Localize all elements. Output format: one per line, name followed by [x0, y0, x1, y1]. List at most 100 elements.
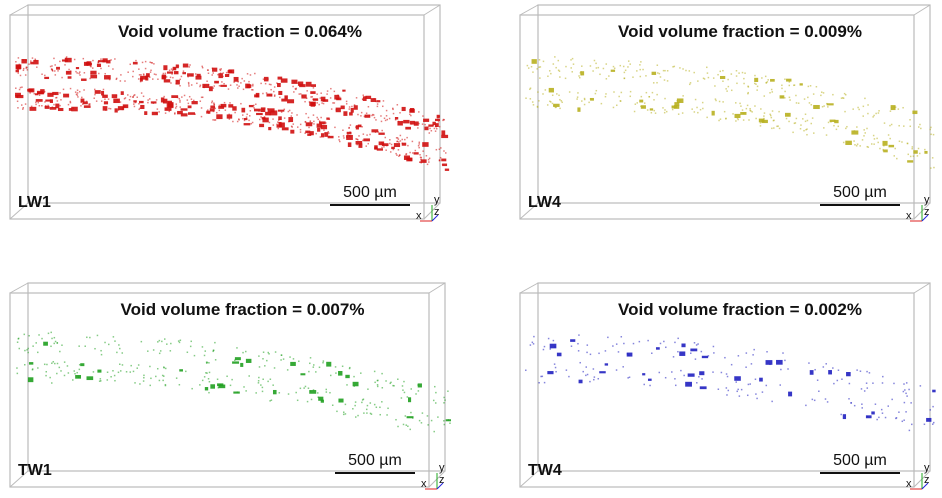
void [262, 358, 264, 360]
void [144, 67, 147, 70]
void [62, 88, 65, 91]
void [206, 80, 208, 82]
void [800, 124, 802, 126]
void [930, 167, 932, 169]
void [268, 126, 272, 131]
void [894, 106, 897, 108]
void [556, 93, 558, 95]
void [610, 69, 616, 72]
void [434, 385, 436, 388]
void [100, 349, 102, 352]
void [808, 362, 810, 364]
void [262, 78, 265, 80]
void [677, 337, 679, 340]
void [372, 114, 375, 116]
void [795, 102, 798, 104]
void [292, 123, 295, 125]
void [260, 384, 262, 386]
void [436, 114, 440, 119]
void [586, 351, 588, 354]
void [682, 68, 684, 70]
void [95, 100, 98, 102]
void [766, 351, 768, 353]
void [47, 104, 49, 107]
void [438, 125, 441, 128]
void [919, 152, 921, 155]
void [345, 374, 350, 379]
void [29, 106, 37, 111]
void [117, 106, 125, 111]
void [349, 131, 351, 133]
void [194, 73, 197, 75]
void [68, 108, 73, 111]
void [305, 97, 308, 99]
void [45, 99, 52, 102]
void [898, 411, 900, 413]
void [397, 120, 400, 123]
void [360, 372, 362, 374]
void [434, 402, 437, 404]
void [822, 92, 825, 94]
void [178, 341, 181, 344]
void [544, 89, 547, 91]
void [784, 90, 786, 93]
void [866, 387, 869, 389]
void [21, 86, 23, 88]
void [213, 85, 215, 87]
void [620, 336, 623, 338]
void [207, 69, 209, 71]
void [776, 125, 778, 128]
void [420, 422, 423, 424]
void [399, 134, 402, 137]
void [214, 359, 217, 361]
void [905, 382, 908, 384]
void [526, 64, 529, 67]
void [390, 381, 392, 384]
void [406, 416, 414, 419]
void [107, 65, 110, 67]
void [932, 405, 934, 408]
void [163, 79, 171, 83]
void [162, 379, 164, 382]
void [37, 92, 45, 95]
void [638, 340, 641, 343]
void [423, 118, 430, 122]
void [898, 124, 900, 127]
void [310, 91, 316, 94]
void [862, 105, 865, 108]
void [568, 375, 570, 378]
void [342, 413, 345, 416]
void [21, 104, 23, 106]
void [437, 416, 439, 418]
void [279, 96, 281, 99]
void [598, 352, 600, 355]
void [248, 375, 250, 377]
void [418, 146, 420, 149]
void [863, 129, 865, 131]
void [771, 91, 774, 93]
void [639, 99, 644, 103]
void [156, 108, 159, 110]
void [41, 73, 43, 75]
void [318, 120, 321, 122]
void [108, 76, 110, 79]
void [187, 83, 190, 85]
void [385, 149, 387, 151]
void [213, 119, 216, 121]
void [127, 71, 129, 73]
void [76, 371, 78, 374]
void [356, 138, 358, 141]
void [273, 95, 276, 97]
void [699, 108, 702, 111]
void [338, 96, 341, 99]
void [876, 137, 878, 140]
void [784, 78, 786, 80]
void [599, 371, 606, 374]
void [78, 90, 81, 93]
void [305, 130, 311, 134]
void [76, 94, 79, 96]
void [277, 83, 281, 88]
void [188, 85, 190, 87]
void [894, 147, 896, 150]
void [328, 132, 330, 134]
